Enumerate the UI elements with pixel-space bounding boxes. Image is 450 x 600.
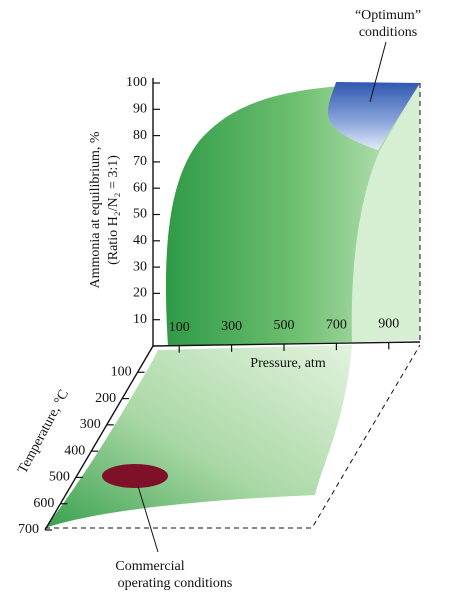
z-axis-title: Temperature, °C — [15, 388, 72, 477]
annotation: operating conditions — [118, 576, 233, 591]
y-tick-label: 30 — [133, 259, 147, 274]
z-tick-label: 500 — [49, 470, 70, 485]
y-tick-label: 70 — [133, 154, 147, 169]
x-axis-title: Pressure, atm — [250, 356, 326, 371]
x-tick-label: 100 — [169, 320, 190, 335]
x-axis — [152, 341, 421, 347]
y-tick-label: 60 — [133, 180, 147, 195]
x-tick-label: 900 — [378, 317, 399, 332]
z-tick-label: 400 — [64, 443, 85, 458]
x-tick-label: 700 — [326, 317, 347, 332]
annotation: “Optimum” — [355, 8, 421, 23]
surface-right — [351, 83, 420, 342]
leader-line — [369, 41, 387, 103]
x-tick-label: 500 — [274, 318, 295, 333]
z-tick-label: 700 — [18, 522, 39, 537]
optimum-region — [328, 82, 420, 150]
commercial-region — [102, 464, 168, 488]
y-tick-label: 40 — [133, 233, 147, 248]
y-tick-label: 50 — [133, 207, 147, 222]
surface-floor — [45, 345, 352, 528]
z-tick-label: 200 — [95, 391, 116, 406]
y-tick-label: 10 — [133, 312, 147, 327]
leader-line — [137, 485, 159, 553]
x-tick-label: 300 — [221, 319, 242, 334]
z-axis — [44, 345, 154, 531]
dashed-edge — [45, 83, 421, 529]
y-tick-label: 90 — [133, 102, 147, 117]
annotation: conditions — [359, 25, 417, 40]
y-tick-label: 20 — [133, 286, 147, 301]
z-tick-label: 100 — [111, 365, 132, 380]
z-tick-label: 600 — [33, 496, 54, 511]
y-tick-label: 100 — [126, 75, 147, 90]
annotation: Commercial — [115, 559, 184, 574]
z-tick-label: 300 — [80, 417, 101, 432]
y-tick-label: 80 — [133, 128, 147, 143]
y-axis-title: Ammonia at equilibrium, % — [88, 131, 103, 288]
y-axis-title: (Ratio H₂/N₂ = 3:1) — [106, 155, 121, 265]
